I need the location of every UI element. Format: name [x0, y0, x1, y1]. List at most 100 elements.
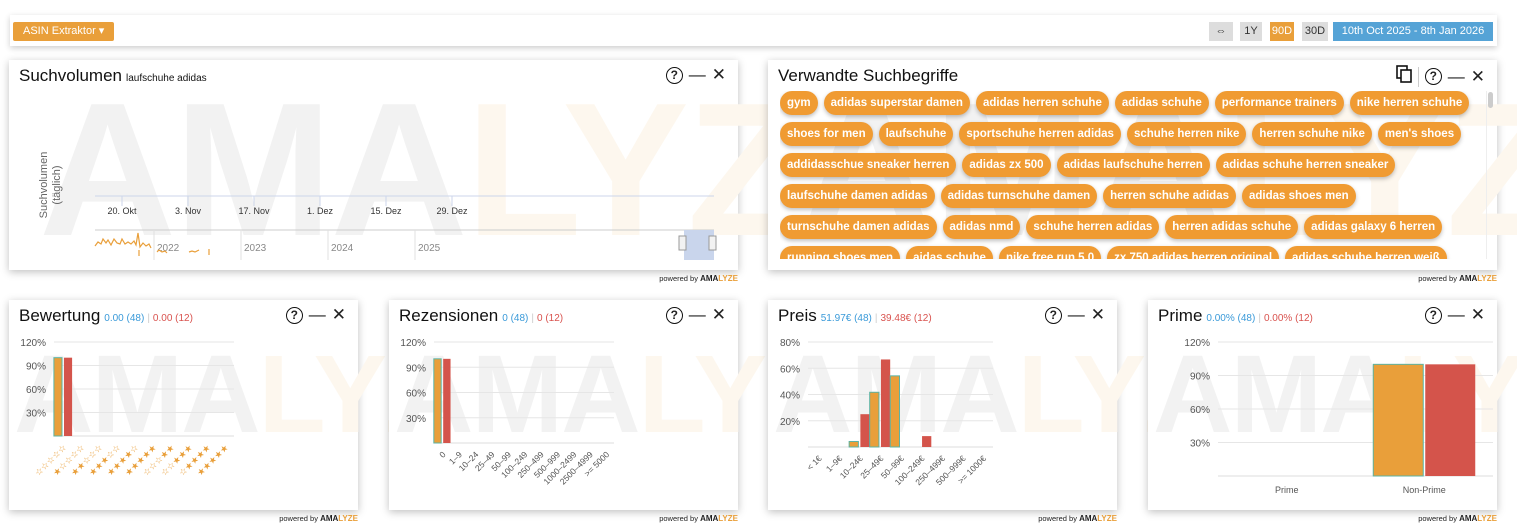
bar-red-series[interactable]	[860, 414, 870, 447]
bar-red-series[interactable]	[880, 359, 891, 447]
related-term-tag[interactable]: nike free run 5.0	[998, 246, 1102, 259]
minimize-icon[interactable]: —	[1067, 305, 1085, 324]
scrollbar-thumb[interactable]	[1488, 92, 1493, 108]
x-tick-label: 0	[437, 449, 448, 460]
close-icon[interactable]: ✕	[711, 305, 726, 324]
minimize-icon[interactable]: —	[1447, 66, 1465, 86]
related-term-tag[interactable]: adidas turnschuhe damen	[940, 184, 1098, 208]
help-icon[interactable]: ?	[1424, 306, 1442, 324]
navigator-year-label: 2025	[418, 243, 441, 254]
related-term-tag[interactable]: schuhe herren nike	[1126, 122, 1247, 146]
range-30d-button[interactable]: 30D	[1302, 22, 1328, 41]
stat-red: 0 (12)	[536, 313, 564, 324]
bar-red-series[interactable]	[443, 358, 451, 443]
panel-title: Verwandte Suchbegriffe	[778, 66, 959, 85]
powered-text: powered by	[1418, 514, 1457, 523]
help-icon[interactable]: ?	[665, 66, 683, 84]
x-tick-label: 17. Nov	[238, 206, 270, 216]
related-term-tag[interactable]: shoes for men	[780, 122, 873, 146]
related-term-tag[interactable]: adidas schuhe	[1114, 91, 1209, 115]
related-term-tag[interactable]: adidas superstar damen	[823, 91, 970, 115]
related-term-tag[interactable]: adidas herren schuhe	[975, 91, 1109, 115]
bar-blue-series[interactable]	[1372, 363, 1424, 477]
bar-red-series[interactable]	[64, 357, 73, 436]
related-term-tag[interactable]: sportschuhe herren adidas	[959, 122, 1121, 146]
range-90d-button[interactable]: 90D	[1270, 22, 1294, 41]
panel-title: Suchvolumen laufschuhe adidas	[19, 66, 207, 86]
panel-title: Preis 51.97€ (48) | 39.48€ (12)	[778, 306, 932, 325]
search-volume-chart: Suchvolumen(täglich) 20. Okt 3. Nov 17. Nov…	[38, 152, 717, 260]
x-tick-label: 15. Dez	[370, 206, 402, 216]
bar-blue-series[interactable]	[433, 358, 442, 444]
related-term-tag[interactable]: performance trainers	[1214, 91, 1344, 115]
help-icon[interactable]: ?	[665, 306, 683, 324]
related-term-tag[interactable]: herren adidas schuhe	[1165, 215, 1299, 239]
related-term-tag[interactable]: adidas schuhe herren sneaker	[1215, 153, 1396, 177]
close-icon[interactable]: ✕	[331, 305, 346, 324]
powered-text: powered by	[279, 514, 318, 523]
related-term-tag[interactable]: running shoes men	[780, 246, 901, 259]
related-term-tag[interactable]: addidasschue sneaker herren	[780, 153, 957, 177]
related-term-tag[interactable]: herren schuhe adidas	[1103, 184, 1236, 208]
navigator-handle[interactable]	[678, 235, 687, 251]
close-icon[interactable]: ✕	[1470, 66, 1485, 86]
related-term-tag[interactable]: adidas zx 500	[962, 153, 1051, 177]
bar-red-series[interactable]	[922, 436, 932, 447]
powered-text: powered by	[1418, 274, 1457, 283]
related-term-tag[interactable]: laufschuhe damen adidas	[780, 184, 935, 208]
related-term-tag[interactable]: adidas laufschuhe herren	[1056, 153, 1210, 177]
related-term-tag[interactable]: adidas galaxy 6 herren	[1304, 215, 1443, 239]
scrollbar[interactable]	[1486, 91, 1494, 259]
help-icon[interactable]: ?	[1044, 306, 1062, 324]
preis-chart: 20%40%60%80%< 1€ 1–9€10–24€25–49€50–99€10…	[780, 338, 993, 487]
minimize-icon[interactable]: —	[308, 305, 326, 324]
minimize-icon[interactable]: —	[688, 65, 706, 84]
x-tick-label: 20. Okt	[107, 206, 137, 216]
bar-blue-series[interactable]	[53, 357, 63, 437]
brand-a: AMA	[320, 514, 339, 523]
powered-by: powered by AMALYZE	[538, 514, 738, 523]
help-icon[interactable]: ?	[285, 306, 303, 324]
related-term-tag[interactable]: turnschuhe damen adidas	[780, 215, 937, 239]
minimize-icon[interactable]: —	[688, 305, 706, 324]
date-range-picker[interactable]: 10th Oct 2025 - 8th Jan 2026	[1333, 22, 1493, 41]
close-icon[interactable]: ✕	[1470, 305, 1485, 324]
related-term-tag[interactable]: gym	[780, 91, 818, 115]
bar-blue-series[interactable]	[848, 440, 859, 448]
expand-icon[interactable]: ⇔	[1209, 22, 1233, 41]
powered-text: powered by	[1038, 514, 1077, 523]
related-term-tag[interactable]: laufschuhe	[878, 122, 954, 146]
title-text: Prime	[1158, 306, 1203, 325]
asin-extraktor-dropdown[interactable]: ASIN Extraktor ▾	[13, 22, 115, 41]
close-icon[interactable]: ✕	[1090, 305, 1105, 324]
help-icon[interactable]: ?	[1424, 68, 1442, 85]
related-term-tag[interactable]: zx 750 adidas herren original	[1107, 246, 1280, 259]
x-tick-label: 29. Dez	[436, 206, 468, 216]
related-term-tag[interactable]: adidas nmd	[942, 215, 1021, 239]
bar-red-series[interactable]	[1425, 364, 1476, 476]
panel-controls: ? — ✕	[665, 65, 726, 85]
related-term-tag[interactable]: adidas schuhe herren weiß	[1285, 246, 1447, 259]
close-icon[interactable]: ✕	[711, 65, 726, 84]
brand-b: LYZE	[1477, 274, 1497, 283]
brand-a: AMA	[700, 514, 719, 523]
bar-blue-series[interactable]	[889, 375, 900, 448]
panel-title: Bewertung 0.00 (48) | 0.00 (12)	[19, 306, 193, 325]
navigator-handle[interactable]	[708, 235, 717, 251]
range-1y-button[interactable]: 1Y	[1240, 22, 1262, 41]
related-term-tag[interactable]: schuhe herren adidas	[1026, 215, 1160, 239]
y-axis-label: Suchvolumen(täglich)	[38, 152, 63, 219]
related-term-tag[interactable]: aidas schuhe	[906, 246, 993, 259]
related-term-tag[interactable]: men's shoes	[1377, 122, 1462, 146]
minimize-icon[interactable]: —	[1447, 305, 1465, 324]
bar-blue-series[interactable]	[869, 391, 880, 448]
related-term-tag[interactable]: nike herren schuhe	[1349, 91, 1470, 115]
copy-icon[interactable]	[1395, 65, 1412, 88]
navigator-year-label: 2024	[331, 243, 354, 254]
title-text: Preis	[778, 306, 817, 325]
x-tick-label: 1. Dez	[307, 206, 334, 216]
related-term-tag[interactable]: herren schuhe nike	[1252, 122, 1372, 146]
related-term-tag[interactable]: adidas shoes men	[1242, 184, 1356, 208]
y-tick-label: 90%	[1190, 372, 1210, 383]
